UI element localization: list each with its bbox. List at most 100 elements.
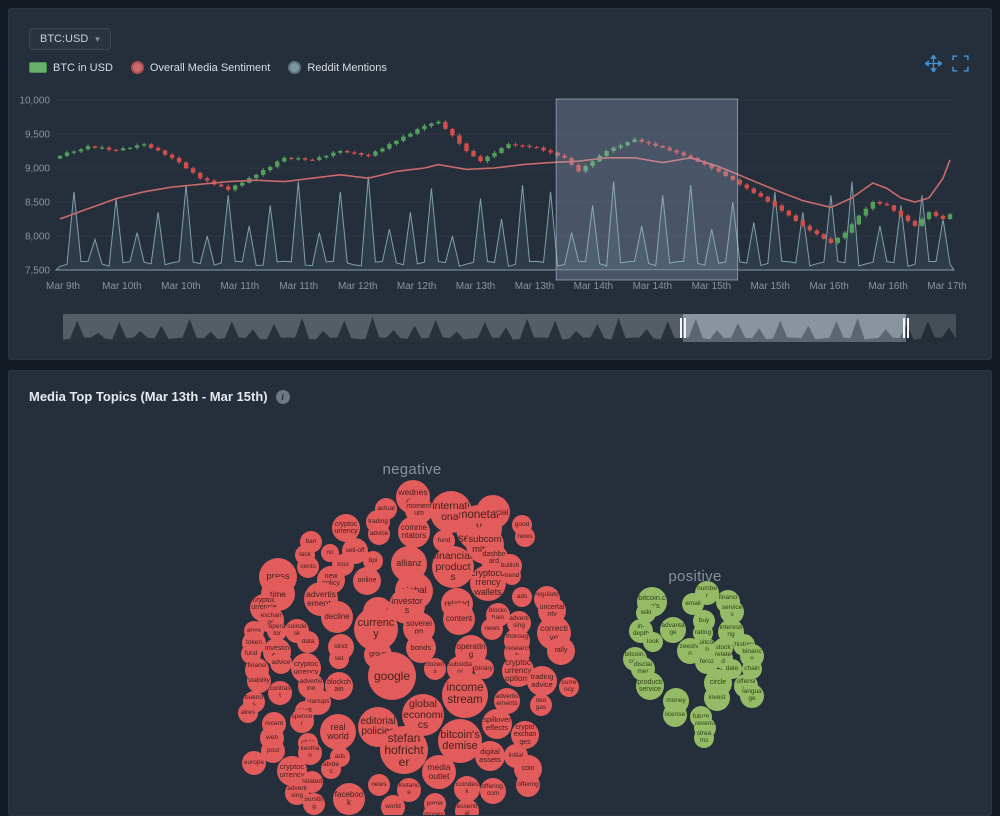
topic-bubble-negative[interactable]: news bbox=[481, 618, 503, 640]
topic-bubble-negative[interactable]: decline bbox=[321, 601, 353, 633]
topic-bubble-negative[interactable]: income stream bbox=[442, 672, 488, 718]
topic-bubble-negative[interactable]: trend bbox=[503, 567, 521, 585]
svg-text:Mar 15th: Mar 15th bbox=[692, 281, 731, 292]
svg-text:Mar 10th: Mar 10th bbox=[161, 281, 200, 292]
navigator-dim-left bbox=[63, 314, 683, 342]
topic-bubble-negative[interactable]: money bbox=[423, 804, 445, 815]
svg-text:Mar 9th: Mar 9th bbox=[46, 281, 80, 292]
legend-label: Reddit Mentions bbox=[307, 61, 387, 74]
svg-text:Mar 13th: Mar 13th bbox=[456, 281, 495, 292]
topic-bubble-negative[interactable]: facebook bbox=[333, 783, 365, 815]
topic-bubble-negative[interactable]: binary bbox=[474, 659, 494, 679]
topic-bubble-negative[interactable]: operator bbox=[267, 621, 287, 641]
topic-bubble-negative[interactable]: offering.com bbox=[480, 778, 506, 804]
chart-toolbar bbox=[925, 55, 969, 72]
svg-text:Mar 17th: Mar 17th bbox=[927, 281, 966, 292]
svg-text:8,500: 8,500 bbox=[25, 198, 50, 209]
topic-bubble-negative[interactable]: aires bbox=[238, 703, 258, 723]
svg-text:Mar 14th: Mar 14th bbox=[574, 281, 613, 292]
pair-selector-label: BTC:USD bbox=[40, 33, 89, 45]
pair-selector-dropdown[interactable]: BTC:USD ▾ bbox=[29, 28, 111, 50]
topic-bubble-negative[interactable]: contrast bbox=[268, 681, 292, 705]
topic-bubble-negative[interactable]: dozens bbox=[424, 658, 446, 680]
topic-bubble-negative[interactable]: set bbox=[329, 649, 349, 669]
topic-bubble-negative[interactable]: advertising bbox=[507, 611, 531, 635]
navigator-selection-window[interactable] bbox=[679, 314, 909, 342]
topic-bubble-negative[interactable]: trading advice bbox=[527, 666, 557, 696]
topic-bubble-negative[interactable]: real world bbox=[320, 714, 356, 750]
topic-bubble-negative[interactable]: rally bbox=[547, 637, 575, 665]
topic-bubble-positive[interactable]: wiki bbox=[636, 603, 656, 623]
navigator-mini-series bbox=[63, 316, 956, 342]
topic-bubble-negative[interactable]: digital assets bbox=[475, 741, 505, 771]
topic-bubble-negative[interactable]: data bbox=[297, 631, 319, 653]
media-topics-panel: Media Top Topics (Mar 13th - Mar 15th) i… bbox=[8, 370, 992, 816]
topic-bubble-negative[interactable]: spencer bbox=[290, 709, 314, 733]
topic-bubble-negative[interactable]: financial products bbox=[432, 546, 474, 588]
topic-bubble-negative[interactable]: essential bbox=[455, 799, 479, 815]
navigator-left-handle[interactable] bbox=[679, 318, 686, 338]
topic-bubble-negative[interactable]: abides bbox=[321, 759, 341, 779]
pan-icon[interactable] bbox=[925, 55, 942, 72]
svg-text:Mar 12th: Mar 12th bbox=[338, 281, 377, 292]
legend-item-reddit[interactable]: Reddit Mentions bbox=[288, 61, 387, 74]
topic-bubble-negative[interactable]: online bbox=[353, 567, 381, 595]
topic-bubble-negative[interactable]: cents bbox=[297, 556, 319, 578]
topic-bubble-negative[interactable]: cryptocurrency wallets bbox=[470, 565, 506, 601]
topic-bubble-positive[interactable]: product/service bbox=[636, 672, 664, 700]
svg-text:Mar 14th: Mar 14th bbox=[633, 281, 672, 292]
info-icon[interactable]: i bbox=[275, 389, 290, 404]
topic-bubble-positive[interactable]: license bbox=[663, 703, 687, 727]
reddit-dot-icon bbox=[288, 61, 302, 74]
topic-bubble-positive[interactable]: look bbox=[643, 632, 663, 652]
topic-bubble-negative[interactable]: neo gas bbox=[530, 694, 552, 716]
topic-bubble-negative[interactable]: bitcoin's demise bbox=[438, 719, 482, 763]
legend-item-btc[interactable]: BTC in USD bbox=[29, 62, 113, 74]
topic-bubble-positive[interactable]: bitcoin bbox=[698, 638, 716, 656]
svg-text:7,500: 7,500 bbox=[25, 266, 50, 277]
topic-bubble-negative[interactable]: spillover effects bbox=[482, 709, 512, 739]
topic-bubble-negative[interactable]: stability bbox=[247, 669, 271, 693]
topic-bubble-negative[interactable]: advice bbox=[368, 523, 390, 545]
svg-text:Mar 11th: Mar 11th bbox=[279, 281, 318, 292]
svg-text:Mar 10th: Mar 10th bbox=[102, 281, 141, 292]
svg-text:9,000: 9,000 bbox=[25, 164, 50, 175]
topic-bubble-positive[interactable]: language bbox=[740, 684, 764, 708]
chart-navigator[interactable] bbox=[63, 314, 956, 342]
topic-bubble-negative[interactable]: advice bbox=[270, 652, 292, 674]
topic-bubble-positive[interactable]: invest bbox=[704, 685, 730, 711]
topic-bubble-positive[interactable]: streams bbox=[694, 728, 714, 748]
topic-bubble-negative[interactable]: bpi bbox=[363, 551, 383, 571]
svg-text:9,500: 9,500 bbox=[25, 130, 50, 141]
topic-bubble-negative[interactable]: bursting bbox=[303, 793, 325, 815]
topic-bubble-negative[interactable]: cryptocurrency bbox=[332, 514, 360, 542]
topic-bubble-negative[interactable]: google bbox=[368, 652, 416, 700]
topic-bubble-negative[interactable]: media outlet bbox=[422, 755, 456, 789]
topic-bubble-positive[interactable]: interesting bbox=[718, 619, 744, 645]
topic-bubble-negative[interactable]: world bbox=[381, 795, 405, 815]
topic-bubble-negative[interactable]: global economics bbox=[402, 694, 444, 736]
legend-item-sentiment[interactable]: Overall Media Sentiment bbox=[130, 61, 270, 74]
navigator-dim-right bbox=[905, 314, 956, 342]
topic-bubble-negative[interactable]: currency bbox=[354, 607, 398, 651]
reddit-mentions-series bbox=[54, 176, 955, 271]
topic-bubble-negative[interactable]: content bbox=[443, 603, 475, 635]
topic-bubble-positive[interactable]: advantage bbox=[660, 617, 686, 643]
topic-bubble-positive[interactable]: email bbox=[682, 593, 704, 615]
topic-bubble-negative[interactable]: commentators bbox=[398, 516, 430, 548]
topic-bubble-negative[interactable]: coindesk bbox=[454, 776, 480, 802]
topic-bubble-negative[interactable]: offering bbox=[516, 773, 540, 797]
svg-text:Mar 16th: Mar 16th bbox=[809, 281, 848, 292]
topic-bubble-negative[interactable]: currency bbox=[559, 677, 579, 697]
topic-bubble-negative[interactable]: news bbox=[368, 774, 390, 796]
navigator-right-handle[interactable] bbox=[902, 318, 909, 338]
topic-bubble-negative[interactable]: news bbox=[515, 527, 535, 547]
topic-bubble-negative[interactable]: stefan hofrichter bbox=[380, 726, 428, 774]
topic-bubble-negative[interactable]: ads bbox=[512, 587, 532, 607]
svg-text:Mar 11th: Mar 11th bbox=[220, 281, 259, 292]
price-sentiment-chart[interactable]: 10,000 9,500 9,000 8,500 8,000 7,500 Mar 9th Ma… bbox=[9, 87, 993, 299]
positive-cluster-label: positive bbox=[668, 568, 722, 585]
topic-bubble-negative[interactable]: europe bbox=[242, 751, 266, 775]
fullscreen-icon[interactable] bbox=[952, 55, 969, 72]
sentiment-line-series bbox=[59, 156, 951, 220]
